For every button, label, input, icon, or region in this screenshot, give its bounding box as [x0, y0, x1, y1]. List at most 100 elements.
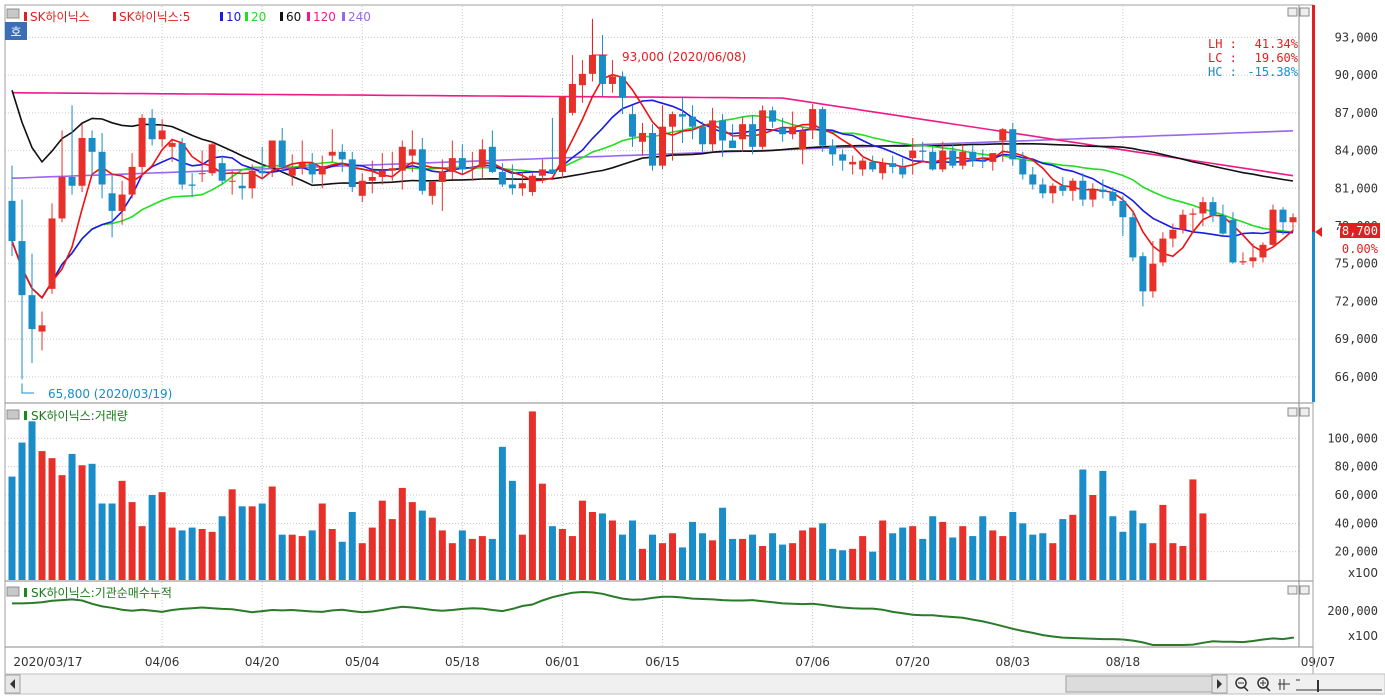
candle-body — [488, 146, 496, 172]
x-tick-label: 06/15 — [645, 655, 680, 669]
volume-bar — [48, 458, 56, 580]
price-tick-label: 66,000 — [1335, 370, 1378, 384]
candle-body — [98, 151, 106, 185]
panel-controls[interactable] — [1287, 7, 1310, 595]
candle-body — [178, 143, 186, 185]
volume-bar — [98, 503, 106, 580]
volume-bar — [498, 446, 506, 580]
volume-bar — [288, 534, 296, 580]
institution-tick: 200,000 — [1327, 604, 1378, 618]
volume-bar — [899, 527, 907, 580]
ma120-line — [11, 91, 1294, 177]
volume-bar — [679, 547, 687, 580]
volume-bar — [969, 536, 977, 580]
stat-hc-label: HC : — [1208, 65, 1237, 79]
price-tick-label: 69,000 — [1335, 332, 1378, 346]
candle-body — [228, 180, 236, 182]
candle-body — [598, 55, 606, 84]
candle-body — [278, 140, 286, 167]
panel-menu-icon[interactable] — [6, 586, 20, 597]
chart-type-badge[interactable] — [5, 22, 27, 40]
zoom-out-icon[interactable] — [1235, 677, 1249, 692]
volume-bar — [148, 495, 156, 580]
volume-bar — [478, 536, 486, 580]
candle-body — [869, 161, 877, 170]
x-tick-label: 08/03 — [995, 655, 1030, 669]
price-tick-label: 87,000 — [1335, 106, 1378, 120]
x-tick-label: 08/18 — [1106, 655, 1141, 669]
panel-menu-icon[interactable] — [6, 8, 20, 19]
volume-bar — [418, 510, 426, 580]
candle-body — [659, 126, 667, 166]
volume-bar — [919, 538, 927, 580]
candle-body — [198, 173, 206, 175]
volume-bar — [1109, 516, 1117, 580]
candle-body — [679, 114, 687, 117]
volume-bar — [218, 516, 226, 580]
candle-body — [518, 183, 526, 189]
volume-bar — [669, 533, 677, 580]
volume-bar — [568, 536, 576, 580]
candle-body — [1149, 263, 1157, 292]
period-icon[interactable] — [1278, 679, 1290, 690]
candle-body — [248, 170, 256, 189]
candle-body — [1109, 192, 1117, 201]
price-tick-label: 81,000 — [1335, 181, 1378, 195]
candle-body — [368, 176, 376, 181]
ma10-line — [11, 99, 1294, 299]
volume-bar — [689, 521, 697, 580]
volume-bar — [789, 543, 797, 580]
bottom-scrollbar[interactable] — [4, 673, 1385, 695]
candle-body — [889, 163, 897, 167]
legend-ma20: 20 — [251, 10, 266, 24]
volume-unit: x100 — [1348, 566, 1378, 580]
candle-body — [258, 170, 266, 174]
zoom-slider[interactable] — [1296, 679, 1382, 692]
volume-bar — [709, 540, 717, 580]
candle-body — [48, 218, 56, 289]
candle-body — [458, 158, 466, 170]
candle-body — [158, 130, 166, 140]
candle-body — [769, 110, 777, 122]
volume-bar — [729, 538, 737, 580]
volume-bar — [879, 520, 887, 580]
volume-bar — [779, 544, 787, 580]
volume-bar — [829, 548, 837, 580]
legend-volume: SK하이닉스:거래량 — [31, 409, 128, 423]
volume-bar — [799, 530, 807, 580]
volume-tick-label: 60,000 — [1335, 488, 1378, 502]
zoom-in-icon[interactable] — [1257, 677, 1271, 692]
volume-bar — [328, 529, 336, 580]
candle-body — [388, 168, 396, 171]
volume-bar — [1059, 519, 1067, 580]
candle-body — [448, 158, 456, 172]
candle-body — [829, 145, 837, 155]
legend-institution: SK하이닉스:기관순매수누적 — [31, 586, 172, 600]
scroll-thumb[interactable] — [1065, 675, 1213, 693]
candle-body — [348, 159, 356, 188]
candle-body — [268, 140, 276, 169]
volume-bar — [208, 531, 216, 580]
low-marker — [21, 383, 35, 394]
candle-body — [1279, 209, 1287, 223]
candle-body — [498, 171, 506, 185]
volume-bar — [108, 503, 116, 580]
volume-bar — [18, 442, 26, 580]
candle-body — [789, 126, 797, 135]
candle-body — [608, 76, 616, 84]
stat-lh-label: LH : — [1208, 37, 1237, 51]
candle-body — [1259, 244, 1267, 258]
candle-body — [538, 169, 546, 176]
volume-bar — [58, 475, 66, 580]
candle-body — [528, 175, 536, 193]
candle-body — [859, 160, 867, 170]
panel-menu-icon[interactable] — [6, 409, 20, 420]
volume-bar — [1189, 479, 1197, 580]
volume-bar — [78, 465, 86, 580]
volume-bar — [28, 421, 36, 580]
candle-body — [108, 193, 116, 211]
institution-legend: SK하이닉스:기관순매수누적 — [24, 586, 172, 600]
candle-body — [689, 116, 697, 127]
volume-bar — [508, 480, 516, 580]
candle-body — [779, 127, 787, 135]
